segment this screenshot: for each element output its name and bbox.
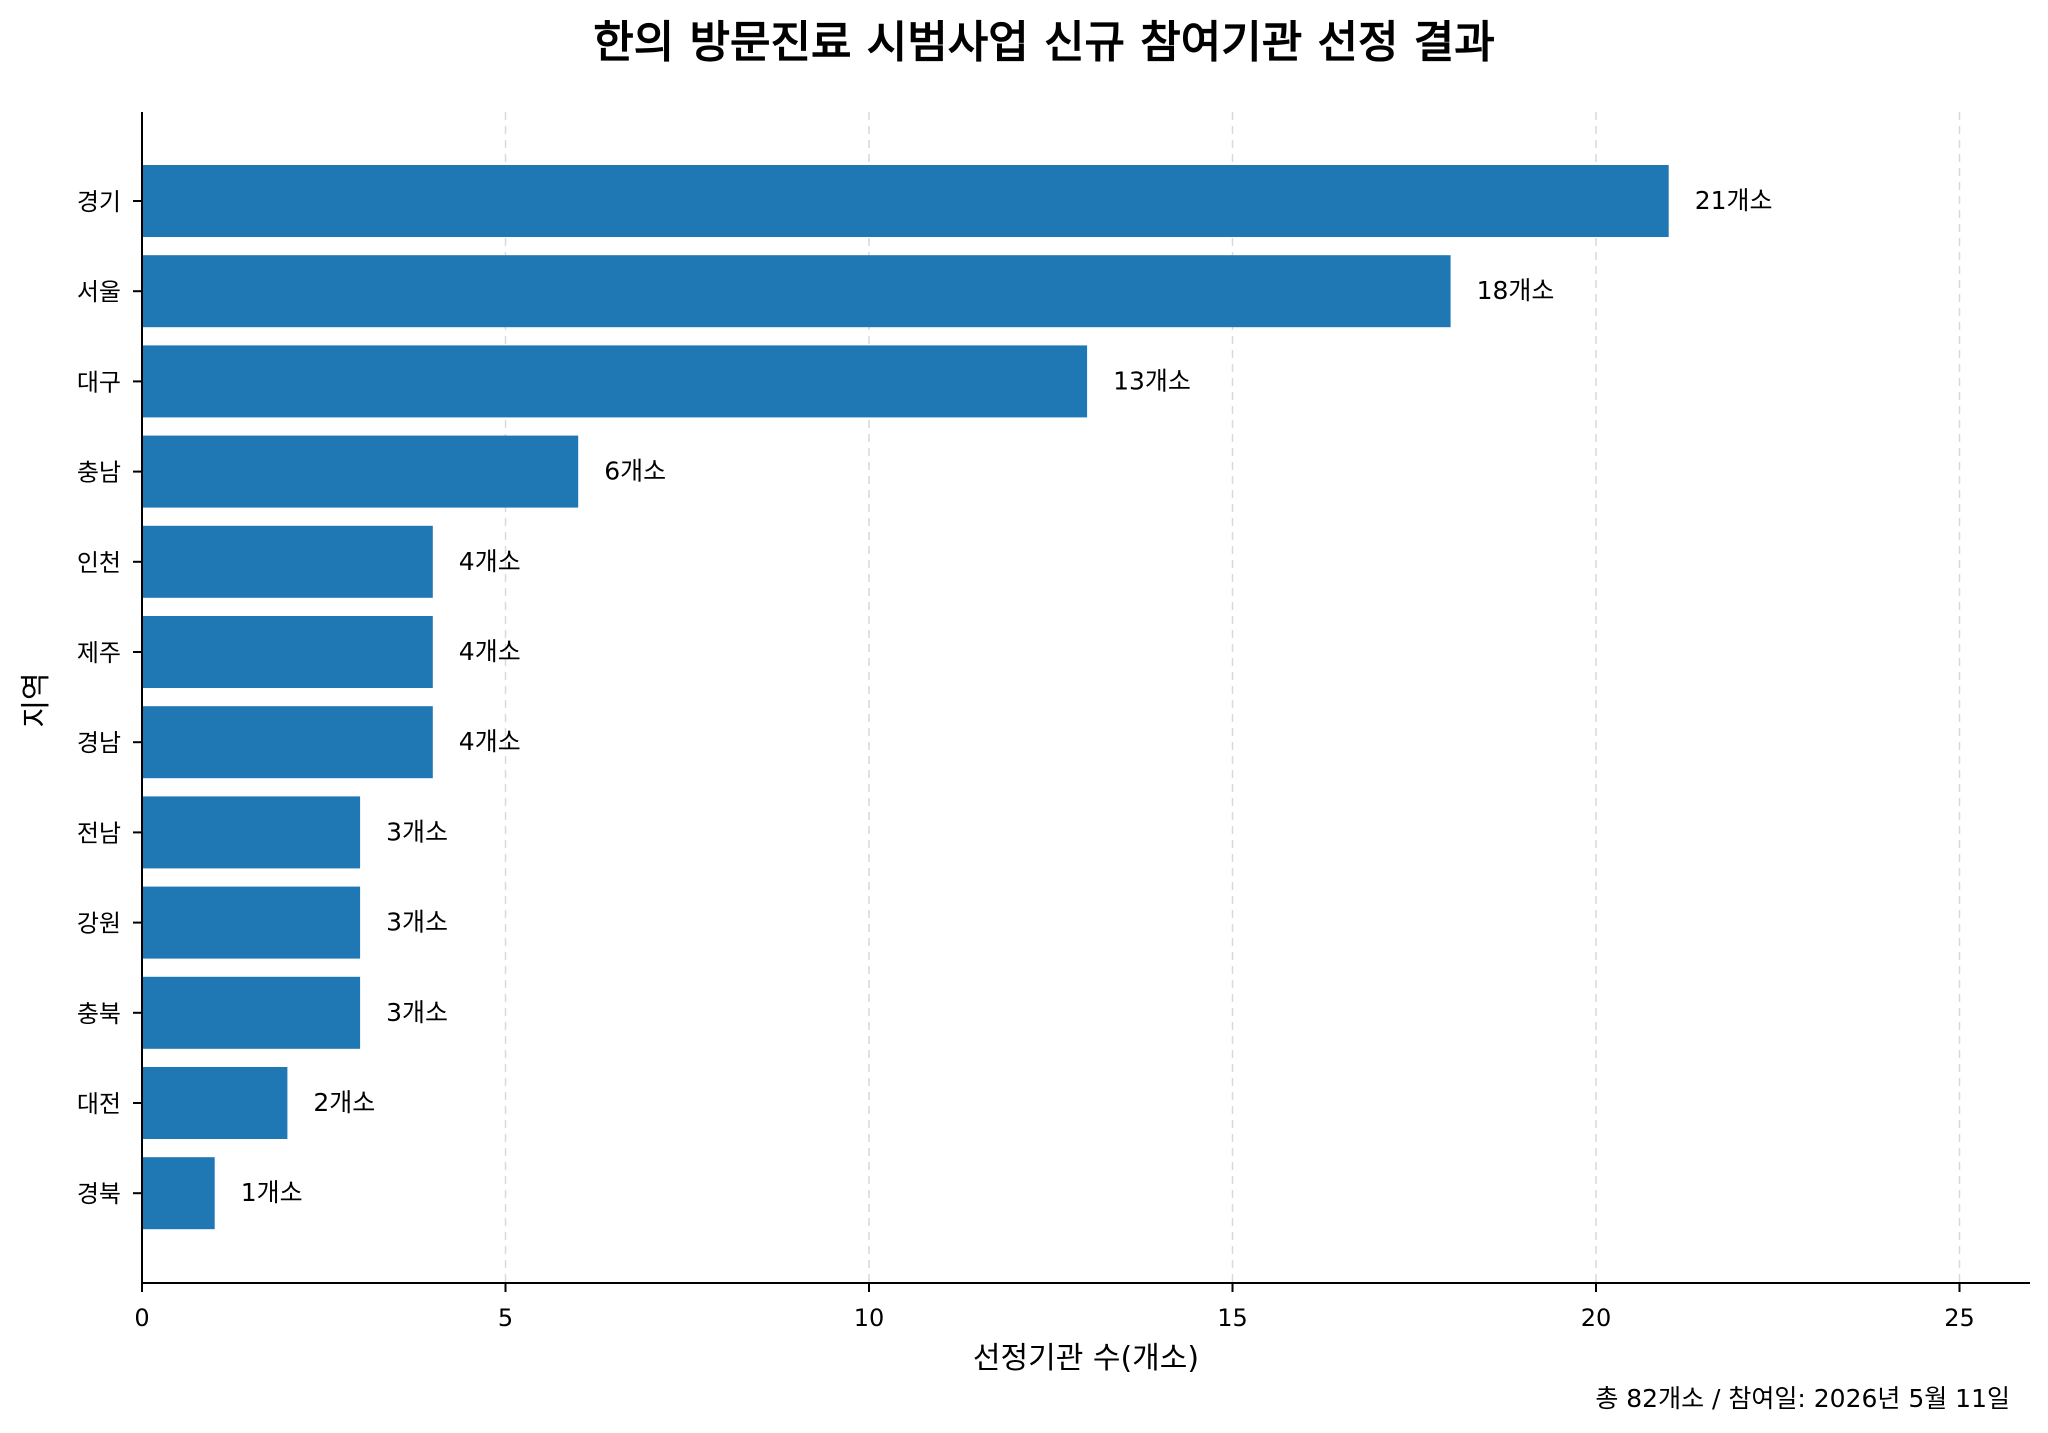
bars	[142, 165, 1669, 1230]
bar	[142, 796, 361, 869]
data-label: 4개소	[459, 727, 521, 756]
data-labels: 21개소 18개소 13개소 6개소 4개소 4개소 4개소 3개소 3개소 3개소 2개소 1개소	[241, 186, 1773, 1207]
chart-title: 한의 방문진료 시범사업 신규 참여기관 선정 결과	[593, 17, 1495, 68]
data-label: 1개소	[241, 1178, 303, 1207]
bar	[142, 255, 1451, 328]
bar	[142, 616, 433, 688]
x-tick-label: 20	[1581, 1304, 1612, 1332]
bar	[142, 976, 361, 1049]
bar	[142, 886, 361, 959]
y-tick-label: 경남	[77, 729, 121, 757]
bar	[142, 435, 579, 508]
bar	[142, 345, 1088, 418]
data-label: 18개소	[1477, 276, 1555, 305]
y-tick-label: 대전	[77, 1090, 121, 1118]
bar	[142, 706, 433, 779]
y-tick-label: 충남	[77, 459, 121, 487]
footnote: 총 82개소 / 참여일: 2026년 5월 11일	[1595, 1384, 2010, 1413]
data-label: 13개소	[1113, 366, 1191, 395]
y-tick-label: 서울	[77, 278, 121, 306]
x-tick-label: 5	[498, 1304, 513, 1332]
bar	[142, 1067, 288, 1139]
x-tick-label: 25	[1944, 1304, 1975, 1332]
y-tick-label: 전남	[77, 819, 121, 847]
data-label: 3개소	[386, 817, 448, 846]
x-tick-label: 15	[1217, 1304, 1248, 1332]
bar	[142, 1157, 215, 1230]
y-tick-label: 인천	[77, 549, 121, 577]
data-label: 3개소	[386, 998, 448, 1027]
bar	[142, 165, 1669, 237]
x-axis-ticks: 0 5 10 15 20 25	[134, 1283, 1975, 1332]
data-label: 4개소	[459, 637, 521, 666]
y-tick-label: 제주	[77, 639, 121, 667]
bar	[142, 525, 433, 598]
y-tick-label: 충북	[77, 1000, 121, 1028]
data-label: 6개소	[604, 457, 666, 486]
x-tick-label: 0	[134, 1304, 149, 1332]
data-label: 2개소	[313, 1088, 375, 1117]
data-label: 4개소	[459, 547, 521, 576]
y-tick-label: 강원	[77, 910, 121, 938]
y-axis-label: 지역	[19, 672, 54, 727]
data-label: 21개소	[1695, 186, 1773, 215]
data-label: 3개소	[386, 908, 448, 937]
y-tick-label: 경북	[77, 1180, 121, 1208]
y-tick-label: 대구	[77, 368, 121, 396]
y-tick-label: 경기	[77, 188, 121, 216]
x-tick-label: 10	[854, 1304, 885, 1332]
x-axis-label: 선정기관 수(개소)	[973, 1341, 1199, 1376]
